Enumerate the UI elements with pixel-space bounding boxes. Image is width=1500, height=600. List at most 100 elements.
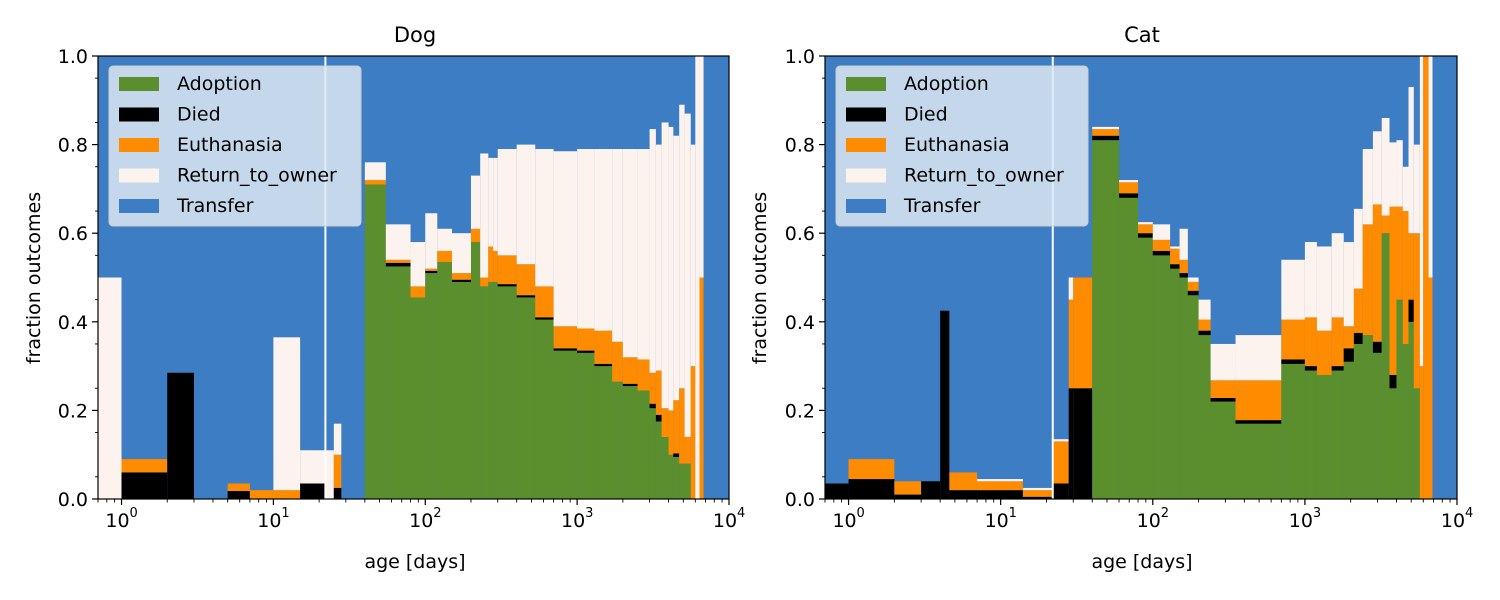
dog-bar-euthanasia-20 [493, 250, 498, 282]
cat-bar-euthanasia-21 [1281, 319, 1305, 360]
cat-legend-label-died: Died [904, 104, 948, 126]
cat-bar-return-to-owner-25 [1343, 242, 1354, 327]
dog-bar-died-9 [333, 487, 342, 499]
cat-bar-return-to-owner-21 [1281, 259, 1305, 320]
cat-bar-adoption-27 [1362, 335, 1373, 499]
dog-bar-died-1 [121, 472, 168, 499]
dog-bar-euthanasia-37 [690, 366, 696, 499]
cat-bar-adoption-14 [1152, 255, 1171, 499]
dog-bar-euthanasia-11 [364, 180, 386, 185]
dog-legend-box [108, 65, 362, 227]
dog-bar-euthanasia-25 [577, 328, 595, 351]
dog-bar-return-to-owner-18 [480, 153, 489, 278]
dog-bar-adoption-11 [364, 184, 386, 499]
cat-legend-swatch-died [846, 107, 886, 122]
dog-bar-adoption-17 [470, 242, 481, 499]
dog-bar-adoption-33 [668, 454, 674, 499]
cat-bar-died-14 [1152, 250, 1171, 256]
cat-bar-return-to-owner-33 [1408, 87, 1414, 234]
cat-bar-died-26 [1353, 332, 1363, 344]
cat-legend-swatch-adoption [846, 77, 886, 91]
cat-x-tick-label: 10 [985, 510, 1009, 532]
dog-bar-adoption-26 [594, 366, 613, 499]
dog-bar-euthanasia-1 [121, 459, 168, 473]
dog-y-tick-label: 0.8 [58, 135, 88, 157]
dog-bar-euthanasia-9 [333, 454, 342, 488]
cat-bar-died-28 [1372, 341, 1382, 353]
cat-y-tick-label: 0.2 [785, 400, 815, 422]
dog-bar-adoption-22 [516, 297, 536, 499]
cat-bar-adoption-12 [1119, 197, 1139, 499]
dog-legend-swatch-died [119, 107, 159, 122]
cat-bar-euthanasia-36 [1423, 56, 1429, 499]
dog-bar-euthanasia-39 [699, 277, 704, 499]
cat-x-tick-label: 10 [1289, 510, 1313, 532]
cat-bar-return-to-owner-6 [977, 479, 1023, 482]
dog-bar-adoption-34 [673, 456, 680, 499]
dog-bar-died-23 [535, 317, 554, 320]
cat-bar-euthanasia-28 [1372, 204, 1382, 342]
cat-bar-adoption-19 [1210, 401, 1236, 499]
dog-bar-died-12 [385, 262, 411, 267]
dog-bar-died-4 [227, 491, 250, 499]
cat-bar-return-to-owner-13 [1138, 222, 1153, 225]
cat-y-tick-label: 1.0 [785, 46, 815, 68]
dog-bar-return-to-owner-6 [273, 337, 301, 491]
cat-bar-died-1 [848, 479, 895, 499]
dog-bar-return-to-owner-32 [661, 122, 669, 409]
dog-bar-return-to-owner-33 [668, 126, 674, 411]
cat-bar-return-to-owner-12 [1119, 180, 1139, 183]
cat-bar-adoption-22 [1304, 370, 1317, 499]
cat-bar-euthanasia-33 [1408, 233, 1414, 300]
cat-bar-euthanasia-9 [1068, 299, 1074, 389]
cat-bar-return-to-owner-23 [1316, 246, 1332, 331]
cat-bar-euthanasia-16 [1179, 259, 1188, 274]
cat-panel: Cat age [days] fraction outcomes 0.0 0.2 0… [749, 23, 1473, 573]
cat-bar-euthanasia-34 [1413, 233, 1420, 389]
cat-legend-box [835, 65, 1089, 227]
dog-bar-return-to-owner-22 [516, 144, 536, 265]
dog-bar-return-to-owner-26 [594, 149, 613, 331]
dog-bar-euthanasia-6 [273, 490, 301, 499]
cat-legend-label-return-to-owner: Return_to_owner [904, 165, 1064, 187]
cat-bar-adoption-24 [1331, 370, 1344, 499]
dog-bar-adoption-12 [385, 266, 411, 499]
dog-bar-return-to-owner-38 [695, 56, 700, 499]
dog-bar-adoption-25 [577, 352, 595, 499]
cat-bar-return-to-owner-19 [1210, 343, 1236, 381]
dog-bar-euthanasia-23 [535, 286, 554, 318]
cat-bar-died-24 [1331, 366, 1344, 371]
dog-bar-died-14 [425, 270, 438, 274]
dog-x-tick-exponent: 3 [585, 506, 593, 521]
cat-x-tick-label: 10 [1441, 510, 1465, 532]
dog-bar-return-to-owner-19 [488, 157, 494, 247]
cat-bar-return-to-owner-8 [1052, 439, 1069, 442]
dog-bar-adoption-21 [497, 286, 517, 499]
cat-legend-label-adoption: Adoption [904, 73, 989, 95]
dog-chart-title: Dog [394, 23, 436, 47]
dog-bar-euthanasia-30 [649, 372, 656, 404]
dog-bar-died-26 [594, 363, 613, 367]
cat-bar-died-25 [1343, 348, 1354, 362]
cat-x-tick-exponent: 0 [857, 506, 865, 521]
cat-bar-euthanasia-13 [1138, 224, 1153, 234]
dog-x-tick-label: 10 [713, 510, 737, 532]
dog-bar-adoption-13 [410, 297, 426, 499]
cat-bar-adoption-13 [1138, 237, 1153, 499]
cat-axes-frame [824, 55, 1458, 500]
dog-legend-label-euthanasia: Euthanasia [177, 134, 283, 156]
cat-bar-euthanasia-7 [1022, 490, 1053, 497]
cat-bar-euthanasia-1 [848, 459, 895, 480]
dog-bar-euthanasia-26 [594, 330, 613, 364]
cat-x-tick-exponent: 4 [1465, 506, 1473, 521]
dog-legend-label-died: Died [177, 104, 221, 126]
dog-bar-return-to-owner-28 [622, 149, 638, 358]
cat-bar-return-to-owner-7 [1022, 487, 1053, 491]
cat-bar-euthanasia-25 [1343, 326, 1354, 349]
dog-x-tick-label: 10 [409, 510, 433, 532]
cat-bar-return-to-owner-37 [1428, 56, 1433, 278]
dog-bar-return-to-owner-8 [325, 450, 334, 499]
dog-bar-adoption-16 [452, 281, 471, 499]
dog-bar-euthanasia-36 [684, 436, 691, 464]
